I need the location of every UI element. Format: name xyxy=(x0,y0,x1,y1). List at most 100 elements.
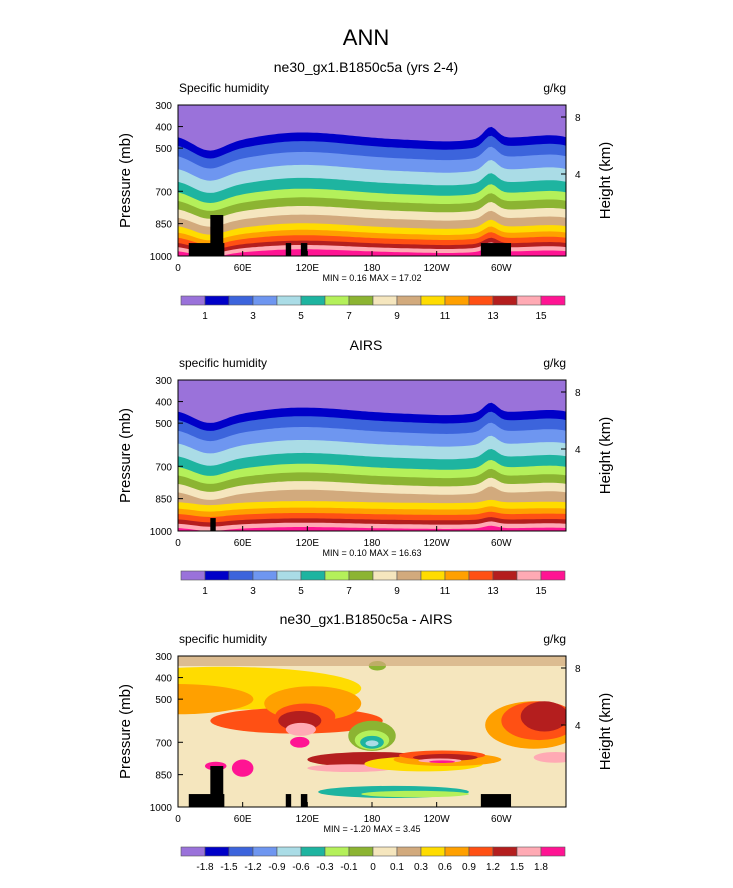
y2-tick-label: 8 xyxy=(575,388,581,399)
y2-axis-label: Height (km) xyxy=(597,417,614,495)
colorbar-swatch xyxy=(204,846,230,857)
y-axis-label: Pressure (mb) xyxy=(117,684,134,779)
panel-3: ne30_gx1.B1850c5a - AIRS specific humidit… xyxy=(117,611,614,873)
colorbar-swatch xyxy=(372,295,398,306)
colorbar-label: 1.5 xyxy=(510,862,524,873)
y-tick-label: 300 xyxy=(155,101,172,112)
x-tick-label: 0 xyxy=(175,538,181,549)
colorbar-swatch xyxy=(276,846,302,857)
y-tick-label: 500 xyxy=(155,695,172,706)
contour-band xyxy=(520,701,566,732)
panel-title: ne30_gx1.B1850c5a - AIRS xyxy=(280,611,453,627)
colorbar-label: 13 xyxy=(487,586,499,597)
contour-band xyxy=(429,760,455,763)
colorbar-swatch xyxy=(324,570,350,581)
contour-band xyxy=(178,656,566,666)
colorbar-swatch xyxy=(300,846,326,857)
colorbar-swatch xyxy=(300,570,326,581)
x-tick-label: 180 xyxy=(364,263,381,274)
x-tick-label: 60E xyxy=(234,263,252,274)
panel-title: ne30_gx1.B1850c5a (yrs 2-4) xyxy=(274,59,458,75)
x-tick-label: 120W xyxy=(424,814,451,825)
colorbar-label: 1 xyxy=(202,586,208,597)
colorbar-swatch xyxy=(348,295,374,306)
x-tick-label: 120W xyxy=(424,263,451,274)
y-tick-label: 300 xyxy=(155,376,172,387)
colorbar-swatch xyxy=(444,846,470,857)
y-tick-label: 850 xyxy=(155,495,172,506)
variable-label: Specific humidity xyxy=(179,81,269,95)
y-tick-label: 400 xyxy=(155,398,172,409)
variable-label: specific humidity xyxy=(179,632,267,646)
colorbar-label: -0.1 xyxy=(340,862,358,873)
colorbar-label: -1.5 xyxy=(220,862,238,873)
main-title: ANN xyxy=(343,25,389,50)
y-tick-label: 400 xyxy=(155,674,172,685)
panel-title: AIRS xyxy=(350,337,383,353)
colorbar-swatch xyxy=(468,295,494,306)
colorbar-label: 1.2 xyxy=(486,862,500,873)
topography-mask xyxy=(285,243,292,256)
topography-mask xyxy=(300,243,308,256)
colorbar-swatch xyxy=(540,295,566,306)
min-max-stats: MIN = -1.20 MAX = 3.45 xyxy=(323,824,420,834)
colorbar-label: -0.9 xyxy=(268,862,286,873)
contour-band xyxy=(231,759,254,777)
x-tick-label: 0 xyxy=(175,814,181,825)
colorbar-swatch xyxy=(396,295,422,306)
y-axis-label: Pressure (mb) xyxy=(117,133,134,228)
colorbar-swatch xyxy=(372,570,398,581)
contour-plot xyxy=(178,656,566,807)
y-tick-label: 500 xyxy=(155,419,172,430)
x-tick-label: 120E xyxy=(296,814,320,825)
units-label: g/kg xyxy=(543,356,566,370)
colorbar-swatch xyxy=(324,295,350,306)
contour-band xyxy=(365,740,379,747)
colorbar-label: -1.2 xyxy=(244,862,262,873)
colorbar-label: 0.9 xyxy=(462,862,476,873)
colorbar-swatch xyxy=(252,295,278,306)
colorbar-label: 0.1 xyxy=(390,862,404,873)
x-tick-label: 60E xyxy=(234,814,252,825)
colorbar-swatch xyxy=(396,846,422,857)
contour-plot xyxy=(178,105,566,256)
colorbar-label: 0.3 xyxy=(414,862,428,873)
y-tick-label: 300 xyxy=(155,652,172,663)
colorbar-label: -0.3 xyxy=(316,862,334,873)
contour-plot xyxy=(178,380,566,531)
topography-mask xyxy=(480,794,512,807)
contour-band xyxy=(290,736,310,748)
x-tick-label: 0 xyxy=(175,263,181,274)
colorbar-swatch xyxy=(492,570,518,581)
y-tick-label: 850 xyxy=(155,771,172,782)
colorbar-label: 9 xyxy=(394,586,400,597)
colorbar-swatch xyxy=(516,846,542,857)
contour-band xyxy=(178,684,254,715)
colorbar-swatch xyxy=(540,846,566,857)
colorbar-swatch xyxy=(540,570,566,581)
colorbar-swatch xyxy=(180,846,206,857)
colorbar-label: 7 xyxy=(346,311,352,322)
colorbar-swatch xyxy=(420,846,446,857)
units-label: g/kg xyxy=(543,81,566,95)
variable-label: specific humidity xyxy=(179,356,267,370)
y2-tick-label: 8 xyxy=(575,113,581,124)
colorbar-swatch xyxy=(420,295,446,306)
colorbar-label: 11 xyxy=(440,586,451,597)
x-tick-label: 60W xyxy=(491,814,512,825)
x-tick-label: 60W xyxy=(491,538,512,549)
colorbar-swatch xyxy=(492,846,518,857)
panel-1: ne30_gx1.B1850c5a (yrs 2-4) Specific humi… xyxy=(117,59,614,322)
y2-tick-label: 8 xyxy=(575,664,581,675)
colorbar-swatch xyxy=(372,846,398,857)
colorbar-swatch xyxy=(492,295,518,306)
y-tick-label: 1000 xyxy=(150,803,173,814)
y-axis-label: Pressure (mb) xyxy=(117,408,134,503)
colorbar-label: 7 xyxy=(346,586,352,597)
colorbar-swatch xyxy=(276,570,302,581)
colorbar-label: 5 xyxy=(298,586,304,597)
colorbar-swatch xyxy=(396,570,422,581)
colorbar-label: 1 xyxy=(202,311,208,322)
